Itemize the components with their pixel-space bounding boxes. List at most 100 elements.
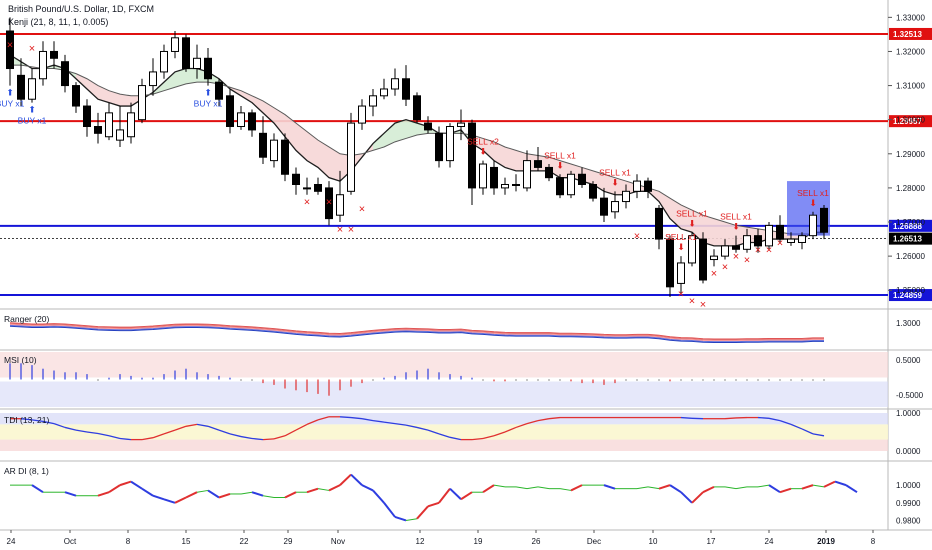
tdi-tick-label: 1.0000 [896, 409, 921, 418]
time-tick-label: 15 [182, 537, 191, 546]
tdi-line-segment [108, 435, 121, 440]
ardi-line-segment [658, 484, 671, 490]
ardi-line-segment [185, 491, 198, 499]
sell-arrow-icon: ⬇ [688, 218, 696, 228]
candle-body [369, 95, 377, 107]
cloud-segment [307, 131, 318, 168]
ranger-label: Ranger (20) [4, 314, 50, 324]
ranger-band-line [9, 322, 824, 340]
candle-body [50, 50, 58, 59]
candle-body [116, 129, 124, 141]
ardi-line-segment [427, 501, 440, 508]
ardi-line-segment [328, 484, 341, 492]
candle-body [226, 95, 234, 128]
cloud-segment [384, 123, 395, 147]
level-badge [889, 289, 932, 302]
candle-body [435, 132, 443, 162]
candle-body [567, 173, 575, 196]
cross-marker-icon: × [678, 289, 684, 301]
ardi-line-segment [163, 498, 176, 504]
candle-body [776, 224, 784, 240]
sell-arrow-icon: ⬇ [479, 147, 487, 157]
time-tick-label: 29 [284, 537, 293, 546]
tdi-line-segment [207, 425, 220, 431]
candle-body [732, 245, 740, 250]
buy-signal-label: BUY x1 [194, 99, 223, 109]
time-tick-label: 12 [416, 537, 425, 546]
time-tick-label: 24 [7, 537, 16, 546]
indicator-label: Kenji (21, 8, 11, 1, 0.005) [8, 17, 108, 27]
tdi-line-segment [317, 416, 330, 421]
sell-signal-label: SELL x1 [599, 167, 631, 177]
cross-marker-icon: × [700, 299, 706, 311]
cloud-segment [681, 204, 692, 233]
msi-tick-label: 0.5000 [896, 356, 921, 365]
candle-body [171, 37, 179, 52]
ardi-line-segment [130, 480, 143, 490]
level-badge [889, 115, 932, 128]
tdi-line-segment [768, 417, 781, 422]
ardi-line-segment [526, 486, 539, 490]
tdi-line-segment [31, 419, 44, 423]
tdi-line-segment [185, 423, 198, 427]
ardi-line-segment [735, 486, 748, 490]
tdi-line-segment [339, 416, 352, 419]
ardi-line-segment [64, 491, 77, 497]
candle-body [347, 122, 355, 192]
candle-body [765, 224, 773, 247]
sell-signal-label: SELL x1 [720, 212, 752, 222]
candle-body [545, 166, 553, 179]
level-badge-label: 1.24859 [893, 291, 922, 300]
ardi-line-segment [812, 484, 825, 488]
ardi-line-segment [251, 491, 264, 497]
cloud-segment [604, 174, 615, 195]
candle-body [699, 238, 707, 281]
cross-marker-icon: × [29, 43, 35, 55]
tdi-line-segment [163, 429, 176, 435]
tdi-line-segment [680, 416, 693, 419]
candle-body [6, 30, 14, 70]
tdi-line-segment [482, 435, 495, 440]
ardi-line-segment [361, 484, 374, 492]
candle-body [754, 235, 762, 247]
candle-body [17, 74, 25, 100]
level-badge [889, 232, 932, 245]
candle-body [501, 183, 509, 189]
candle-body [457, 122, 465, 128]
tdi-label: TDI (13, 21) [4, 415, 50, 425]
time-tick-label: 8 [871, 537, 876, 546]
time-tick-label: 26 [532, 537, 541, 546]
candle-body [149, 71, 157, 87]
candle-body [600, 197, 608, 216]
level-badge-label: 1.29957 [893, 117, 922, 126]
tdi-line-segment [383, 421, 396, 425]
ardi-line-segment [768, 484, 781, 494]
candle-body [523, 160, 531, 189]
cross-marker-icon: × [337, 224, 343, 236]
ardi-line-segment [31, 484, 44, 494]
ardi-tick-label: 0.9900 [896, 499, 921, 508]
tdi-line-segment [152, 433, 165, 439]
cross-marker-icon: × [304, 197, 310, 209]
cloud-segment [373, 133, 384, 151]
ardi-line-segment [174, 496, 187, 504]
tdi-line-segment [119, 437, 132, 441]
sell-arrow-icon: ⬇ [732, 222, 740, 232]
tdi-line-segment [350, 416, 363, 420]
candle-body [468, 122, 476, 189]
candle-body [446, 126, 454, 162]
tdi-line-segment [251, 437, 264, 441]
ardi-line-segment [438, 488, 451, 504]
cloud-segment [329, 146, 340, 182]
ardi-line-segment [801, 484, 814, 490]
cloud-segment [494, 141, 505, 168]
tdi-line-segment [361, 418, 374, 422]
tdi-line-segment [262, 438, 275, 441]
ranger-tick-label: 1.3000 [896, 319, 921, 328]
candle-body [391, 78, 399, 90]
ardi-line-segment [108, 484, 121, 494]
cross-marker-icon: × [711, 268, 717, 280]
candle-body [413, 95, 421, 121]
ardi-line-segment [196, 489, 209, 493]
